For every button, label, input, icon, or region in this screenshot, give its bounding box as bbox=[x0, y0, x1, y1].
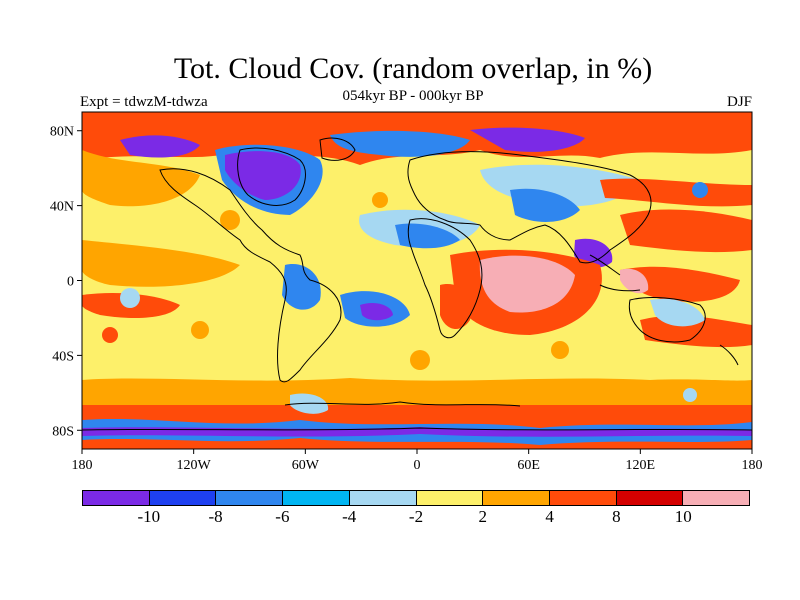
southern-ocean-orange bbox=[82, 378, 752, 405]
lat-tick-label: 40N bbox=[50, 200, 74, 215]
coastlines bbox=[82, 137, 752, 431]
tropical-pacific-orange bbox=[82, 240, 240, 287]
lon-tick-label: 180 bbox=[742, 458, 763, 473]
colorbar-label: -6 bbox=[275, 507, 290, 526]
eurasia-blue bbox=[330, 130, 470, 157]
lat-tick-label: 80N bbox=[50, 125, 74, 140]
field-speckle bbox=[410, 350, 430, 370]
south-atlantic-purple bbox=[360, 303, 393, 321]
north-pacific-orange bbox=[82, 150, 200, 207]
siberia-purple bbox=[470, 127, 585, 152]
colorbar-segment bbox=[283, 491, 350, 505]
northeast-pacific-orange bbox=[600, 178, 752, 207]
colorbar-label: 10 bbox=[674, 507, 692, 526]
colorbar-segment bbox=[83, 491, 150, 505]
map-subtitle: 054kyr BP - 000kyr BP bbox=[342, 88, 484, 104]
field-speckle bbox=[551, 341, 569, 359]
arctic-purple bbox=[120, 135, 200, 158]
colorbar-label: -4 bbox=[342, 507, 357, 526]
lon-tick-label: 120E bbox=[626, 458, 656, 473]
colorbar-segment bbox=[683, 491, 750, 505]
north-africa-blue bbox=[395, 223, 460, 249]
colorbar bbox=[82, 490, 750, 506]
field-speckle bbox=[120, 288, 140, 308]
map-title: Tot. Cloud Cov. (random overlap, in %) bbox=[173, 52, 653, 85]
lon-tick-label: 60W bbox=[292, 458, 320, 473]
colorbar-label: 8 bbox=[612, 507, 621, 526]
indian-ocean-pink bbox=[479, 255, 575, 313]
colorbar-segment bbox=[149, 491, 217, 505]
lon-tick-label: 180 bbox=[72, 458, 93, 473]
field-speckle bbox=[191, 321, 209, 339]
north-america-purple bbox=[225, 151, 301, 200]
australia-blue bbox=[650, 298, 705, 327]
colorbar-label: -2 bbox=[408, 507, 424, 526]
latitude-axis: 80N 40N 0 40S 80S bbox=[50, 125, 82, 439]
field-speckle bbox=[372, 192, 388, 208]
colorbar-label: 4 bbox=[545, 507, 554, 526]
lat-tick-label: 40S bbox=[52, 349, 74, 364]
colorbar-label: 2 bbox=[478, 507, 488, 526]
field-speckle bbox=[102, 327, 118, 343]
west-pacific-orange bbox=[620, 209, 752, 253]
asia-blue bbox=[510, 188, 580, 222]
maritime-pink bbox=[620, 268, 649, 294]
colorbar-segment bbox=[616, 491, 684, 505]
lat-tick-label: 0 bbox=[67, 275, 74, 290]
colorbar-segment bbox=[483, 491, 550, 505]
lon-tick-label: 60E bbox=[517, 458, 540, 473]
africa-red bbox=[440, 284, 471, 330]
colorbar-label: -8 bbox=[208, 507, 223, 526]
lon-tick-label: 120W bbox=[177, 458, 212, 473]
lat-tick-label: 80S bbox=[52, 424, 74, 439]
south-america-blue bbox=[282, 264, 321, 310]
colorbar-segment bbox=[349, 491, 417, 505]
colorbar-segment bbox=[416, 491, 484, 505]
field-speckle bbox=[683, 388, 697, 402]
colorbar-segment bbox=[549, 491, 617, 505]
colorbar-segment bbox=[216, 491, 284, 505]
colorbar-label: -10 bbox=[137, 507, 161, 526]
experiment-label: Expt = tdwzM-tdwza bbox=[80, 94, 208, 110]
field-speckle bbox=[220, 210, 240, 230]
maritime-orange bbox=[620, 266, 740, 302]
longitude-axis: 180 120W 60W 0 60E 120E 180 bbox=[72, 449, 763, 473]
field-speckle bbox=[692, 182, 708, 198]
lon-tick-label: 0 bbox=[414, 458, 421, 473]
season-label: DJF bbox=[726, 94, 752, 110]
